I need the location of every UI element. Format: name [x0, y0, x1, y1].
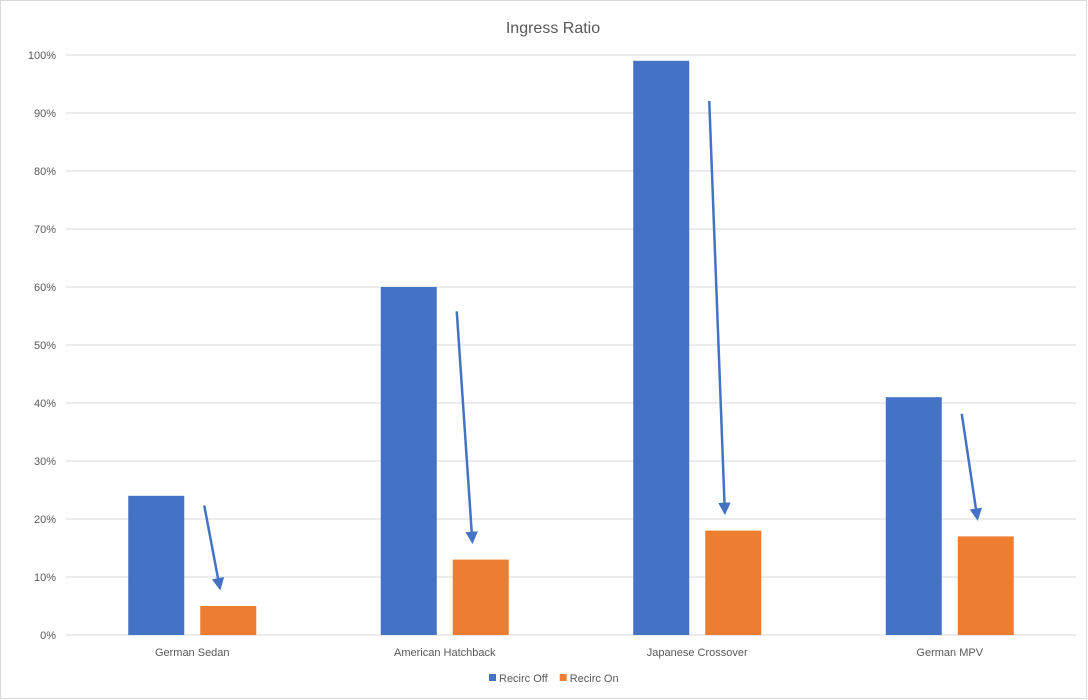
bar-recirc-off — [885, 397, 942, 635]
x-tick-label: German Sedan — [155, 647, 230, 659]
chart-title: Ingress Ratio — [506, 20, 600, 37]
y-tick-label: 40% — [34, 398, 56, 410]
x-axis-ticks: German Sedan American Hatchback Japanese C… — [155, 647, 984, 659]
bar-recirc-off — [633, 60, 690, 636]
legend-label: Recirc On — [570, 673, 619, 685]
legend-label: Recirc Off — [499, 673, 549, 685]
y-tick-label: 0% — [40, 630, 56, 642]
legend: Recirc Off Recirc On — [489, 673, 619, 685]
bar-recirc-on — [200, 606, 257, 635]
annotation-arrow — [960, 413, 983, 521]
x-tick-label: German MPV — [916, 647, 983, 659]
y-tick-label: 100% — [28, 50, 56, 62]
legend-swatch — [559, 674, 567, 681]
y-tick-label: 60% — [34, 282, 56, 294]
bar-recirc-on — [705, 530, 762, 635]
y-tick-label: 70% — [34, 224, 56, 236]
y-tick-label: 20% — [34, 514, 56, 526]
bars — [128, 60, 1014, 636]
y-tick-label: 10% — [34, 572, 56, 584]
y-axis-ticks: 0% 10% 20% 30% 40% 50% 60% 70% 80% 90% 100% — [28, 50, 56, 642]
legend-swatch — [489, 674, 496, 681]
y-tick-label: 90% — [34, 108, 56, 120]
bar-recirc-on — [957, 536, 1014, 635]
y-tick-label: 30% — [34, 456, 56, 468]
bar-recirc-off — [380, 287, 437, 635]
annotation-arrow — [455, 311, 478, 545]
bar-recirc-off — [128, 495, 185, 635]
y-tick-label: 80% — [34, 166, 56, 178]
bar-recirc-on — [452, 559, 509, 635]
y-tick-label: 50% — [34, 340, 56, 352]
annotation-arrow — [203, 505, 225, 591]
annotation-arrow — [708, 100, 731, 516]
annotation-arrows — [203, 100, 983, 591]
x-tick-label: American Hatchback — [394, 647, 496, 659]
x-tick-label: Japanese Crossover — [647, 647, 748, 659]
